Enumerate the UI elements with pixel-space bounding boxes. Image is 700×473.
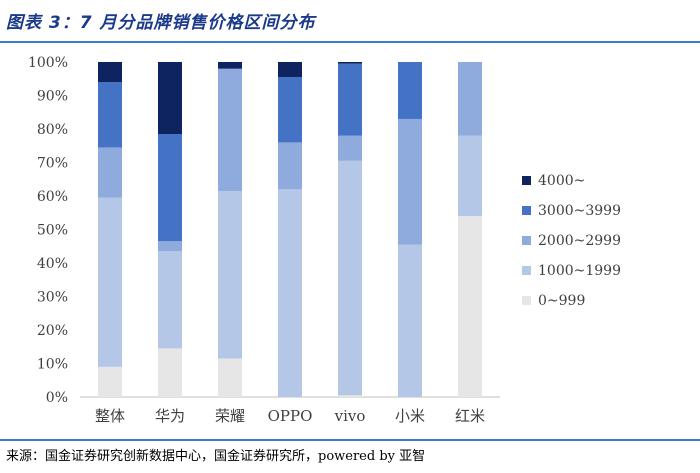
source-note: 来源：国金证券研究创新数据中心，国金证券研究所，powered by 亚智 [6,449,426,464]
bar-segment [338,135,362,161]
bar-segment [98,82,122,148]
x-tick-label: 华为 [155,407,185,425]
x-tick-label: 荣耀 [215,407,245,425]
bar-segment [278,62,302,78]
legend-swatch [522,206,531,215]
title-divider [0,41,700,43]
x-tick-label: OPPO [268,407,313,425]
bar-segment [98,62,122,83]
bar-segment [158,241,182,252]
bar-segment [218,358,242,397]
x-tick-label: 整体 [95,407,125,425]
bar-segment [278,77,302,143]
legend-label: 2000~2999 [538,233,621,249]
y-tick-label: 80% [37,122,68,138]
legend-swatch [522,266,531,275]
y-tick-label: 20% [37,323,68,339]
bar-segment [278,142,302,190]
y-tick-label: 70% [37,156,68,172]
bar-segment [218,68,242,191]
bar-segment [338,63,362,136]
legend-label: 3000~3999 [538,203,621,219]
y-tick-label: 0% [46,390,68,406]
bar-segment [398,118,422,245]
legend-label: 4000~ [538,173,585,189]
x-tick-label: vivo [334,407,366,425]
bar-segment [158,134,182,242]
x-tick-label: 红米 [455,407,485,425]
legend-swatch [522,296,531,305]
y-tick-label: 10% [37,357,68,373]
legend-swatch [522,236,531,245]
y-tick-label: 30% [37,290,68,306]
legend-label: 0~999 [538,293,585,309]
figure-title: 图表 3：7 月分品牌销售价格区间分布 [6,13,316,33]
bar-segment [218,190,242,359]
bar-segment [98,197,122,367]
bar-segment [98,147,122,198]
y-tick-label: 60% [37,189,68,205]
bar-segment [158,251,182,349]
bar-segment [398,244,422,397]
legend-swatch [522,176,531,185]
x-tick-label: 小米 [395,407,425,425]
y-tick-label: 40% [37,256,68,272]
bar-segment [338,62,362,64]
y-tick-label: 50% [37,223,68,239]
y-tick-label: 100% [28,55,68,71]
bar-segment [458,216,482,397]
bar-segment [338,395,362,397]
bar-segment [338,160,362,396]
bar-segment [158,348,182,397]
bar-segment [278,189,302,397]
bar-segment [458,135,482,217]
y-tick-label: 90% [37,89,68,105]
source-divider [0,439,700,441]
bar-segment [218,62,242,69]
bar-segment [98,366,122,397]
bar-segment [398,62,422,119]
legend-label: 1000~1999 [538,263,621,279]
bar-segment [158,62,182,135]
bar-segment [458,62,482,136]
